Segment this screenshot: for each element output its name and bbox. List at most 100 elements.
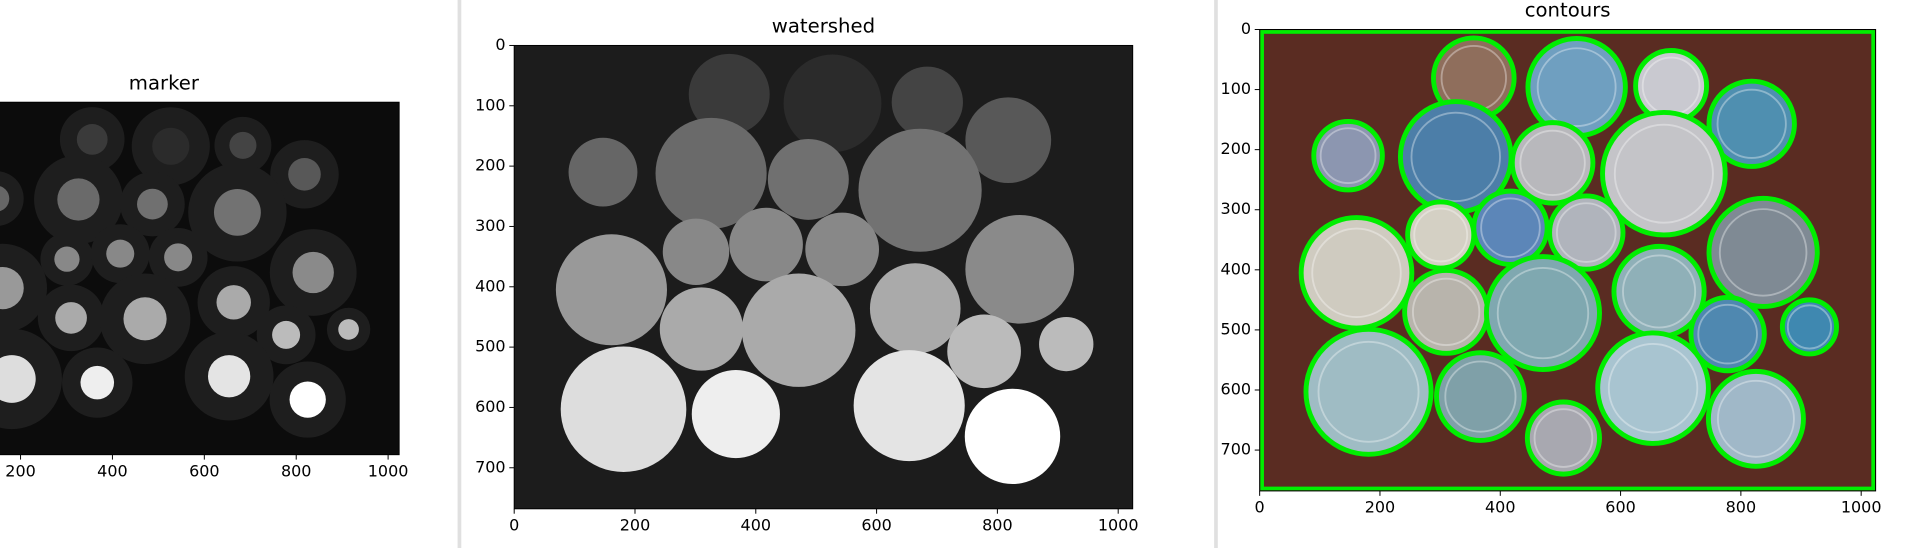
marker-blob [0,186,10,212]
marker-blob [289,381,326,418]
coin [1688,295,1767,374]
coin-rim [1536,47,1617,128]
region [853,350,965,462]
marker-blob [229,131,257,159]
region [560,346,687,472]
coin [1706,78,1797,169]
marker-blob [54,246,80,272]
x-tick-label: 400 [1485,498,1516,517]
x-tick-label: 800 [1726,498,1757,517]
coin [1705,368,1806,469]
y-tick-label: 200 [475,156,506,175]
x-tick-label: 200 [1365,498,1396,517]
contour-border [1260,30,1876,491]
region [767,138,849,220]
coin-rim [1718,208,1808,297]
coin-rim [1607,343,1699,434]
x-tick-label: 1000 [368,461,409,480]
marker-blob [106,239,135,268]
image-axes [0,101,400,456]
coin [1600,109,1728,238]
marker-blob [57,178,100,221]
x-tick-label: 600 [861,515,892,534]
region [891,66,963,138]
y-tick-label: 600 [1221,379,1252,398]
x-tick-label: 600 [1605,498,1636,517]
y-tick-label: 400 [475,276,506,295]
panel-separator [457,0,462,548]
region [1039,316,1094,372]
coin-rim [1480,197,1541,259]
x-tick-label: 0 [509,515,519,534]
coin [1434,350,1527,443]
image-axes [513,44,1134,510]
region [662,218,730,285]
marker-blob [164,243,193,272]
x-tick-label: 1000 [1098,515,1139,534]
coin-rim [1716,88,1787,159]
chart-title: watershed [772,15,875,38]
region [741,273,856,387]
coin-rim [1697,303,1758,365]
chart-title: contours [1525,0,1611,22]
region [568,137,638,207]
marker-blob [216,285,251,320]
y-tick-label: 0 [1241,19,1251,38]
marker-blob [338,319,359,340]
coin-rim [1786,304,1833,350]
y-tick-label: 300 [1221,199,1252,218]
marker-blob [207,355,251,398]
y-tick-label: 400 [1221,259,1252,278]
coin [1525,36,1628,139]
y-tick-label: 100 [1221,79,1252,98]
coin-rim [1519,129,1586,197]
y-tick-label: 500 [1221,319,1252,338]
coin-rim [1319,127,1377,184]
marker-blob [213,188,261,236]
y-tick-label: 300 [475,216,506,235]
marker-blob [152,127,190,165]
region [783,54,882,153]
region [964,388,1061,485]
coin-rim [1317,340,1420,443]
x-tick-label: 1000 [1841,498,1882,517]
y-tick-label: 500 [475,337,506,356]
region [947,314,1021,389]
region [555,234,668,346]
region [965,214,1075,324]
x-tick-label: 800 [982,515,1013,534]
marker-ring [0,171,24,226]
coin [1298,215,1415,331]
axes-frame [513,44,1134,510]
y-tick-label: 100 [475,95,506,114]
marker-blob [76,124,108,155]
marker-blob [288,157,321,191]
x-tick-label: 400 [741,515,772,534]
coin [1779,297,1839,357]
x-tick-label: 400 [97,461,128,480]
y-tick-label: 600 [475,397,506,416]
marker-blob [292,251,334,294]
coin-rim [1613,123,1714,224]
marker-blob [137,188,168,220]
coin [1402,267,1491,356]
marker-blob [55,302,87,334]
coin [1311,118,1385,193]
coin-rim [1311,227,1402,318]
marker-blob [0,266,24,310]
panel-separator [1214,0,1218,548]
coin-rim [1556,202,1617,263]
marker-blob [123,297,167,341]
region [688,53,770,135]
y-tick-label: 200 [1221,139,1252,158]
coin [1509,120,1596,206]
coin-rim [1411,277,1481,346]
coin [1547,193,1626,272]
region [858,128,982,252]
y-tick-label: 700 [1221,440,1252,459]
region [659,287,744,371]
x-tick-label: 200 [620,515,651,534]
region [729,207,803,282]
marker-blob [0,355,36,403]
